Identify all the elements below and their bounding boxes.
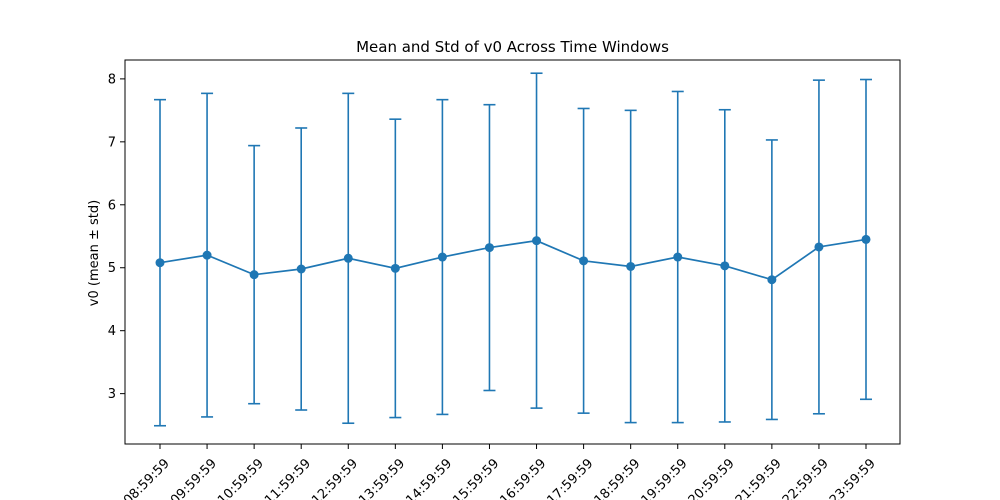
data-point	[155, 258, 165, 268]
data-point	[579, 256, 589, 266]
x-tick-label: 20:59:59	[686, 456, 738, 500]
y-tick-label: 7	[108, 135, 116, 150]
data-point	[861, 234, 871, 244]
data-point	[437, 252, 447, 262]
x-tick-label: 12:59:59	[309, 456, 361, 500]
x-tick-label: 21:59:59	[733, 456, 785, 500]
data-point	[296, 264, 306, 274]
y-axis-label: v0 (mean ± std)	[87, 200, 102, 306]
x-tick-label: 23:59:59	[827, 456, 879, 500]
y-axis-ticks: 3 4 5 6 7 8	[108, 72, 125, 402]
series-line	[159, 238, 867, 281]
data-point	[484, 243, 494, 253]
x-tick-label: 09:59:59	[168, 456, 220, 500]
data-point	[814, 242, 824, 252]
x-tick-label: 13:59:59	[356, 456, 408, 500]
y-tick-label: 4	[108, 324, 116, 339]
x-tick-label: 19:59:59	[639, 456, 691, 500]
x-tick-label: 16:59:59	[497, 456, 549, 500]
data-point	[202, 250, 212, 260]
x-tick-label: 08:59:59	[121, 456, 173, 500]
x-tick-label: 17:59:59	[545, 456, 597, 500]
plot-frame	[124, 59, 901, 445]
x-tick-label: 15:59:59	[450, 456, 502, 500]
x-tick-label: 14:59:59	[403, 456, 455, 500]
x-tick-label: 18:59:59	[592, 456, 644, 500]
data-points	[155, 234, 871, 285]
y-tick-label: 5	[108, 261, 116, 276]
y-tick-label: 6	[108, 198, 116, 213]
data-point	[532, 236, 542, 246]
data-point	[249, 270, 259, 280]
x-tick-label: 10:59:59	[215, 456, 267, 500]
data-point	[390, 263, 400, 273]
error-bars	[154, 72, 872, 427]
data-point	[767, 275, 777, 285]
y-tick-label: 3	[108, 387, 116, 402]
data-point	[720, 261, 730, 271]
y-tick-label: 8	[108, 72, 116, 87]
data-point	[626, 261, 636, 271]
series-line-group	[159, 238, 867, 281]
x-axis-ticks: 08:59:5909:59:5910:59:5911:59:5912:59:59…	[121, 444, 879, 500]
data-point	[673, 252, 683, 262]
chart-title: Mean and Std of v0 Across Time Windows	[356, 38, 669, 56]
x-tick-label: 22:59:59	[780, 456, 832, 500]
data-point	[343, 253, 353, 263]
x-tick-label: 11:59:59	[262, 456, 314, 500]
